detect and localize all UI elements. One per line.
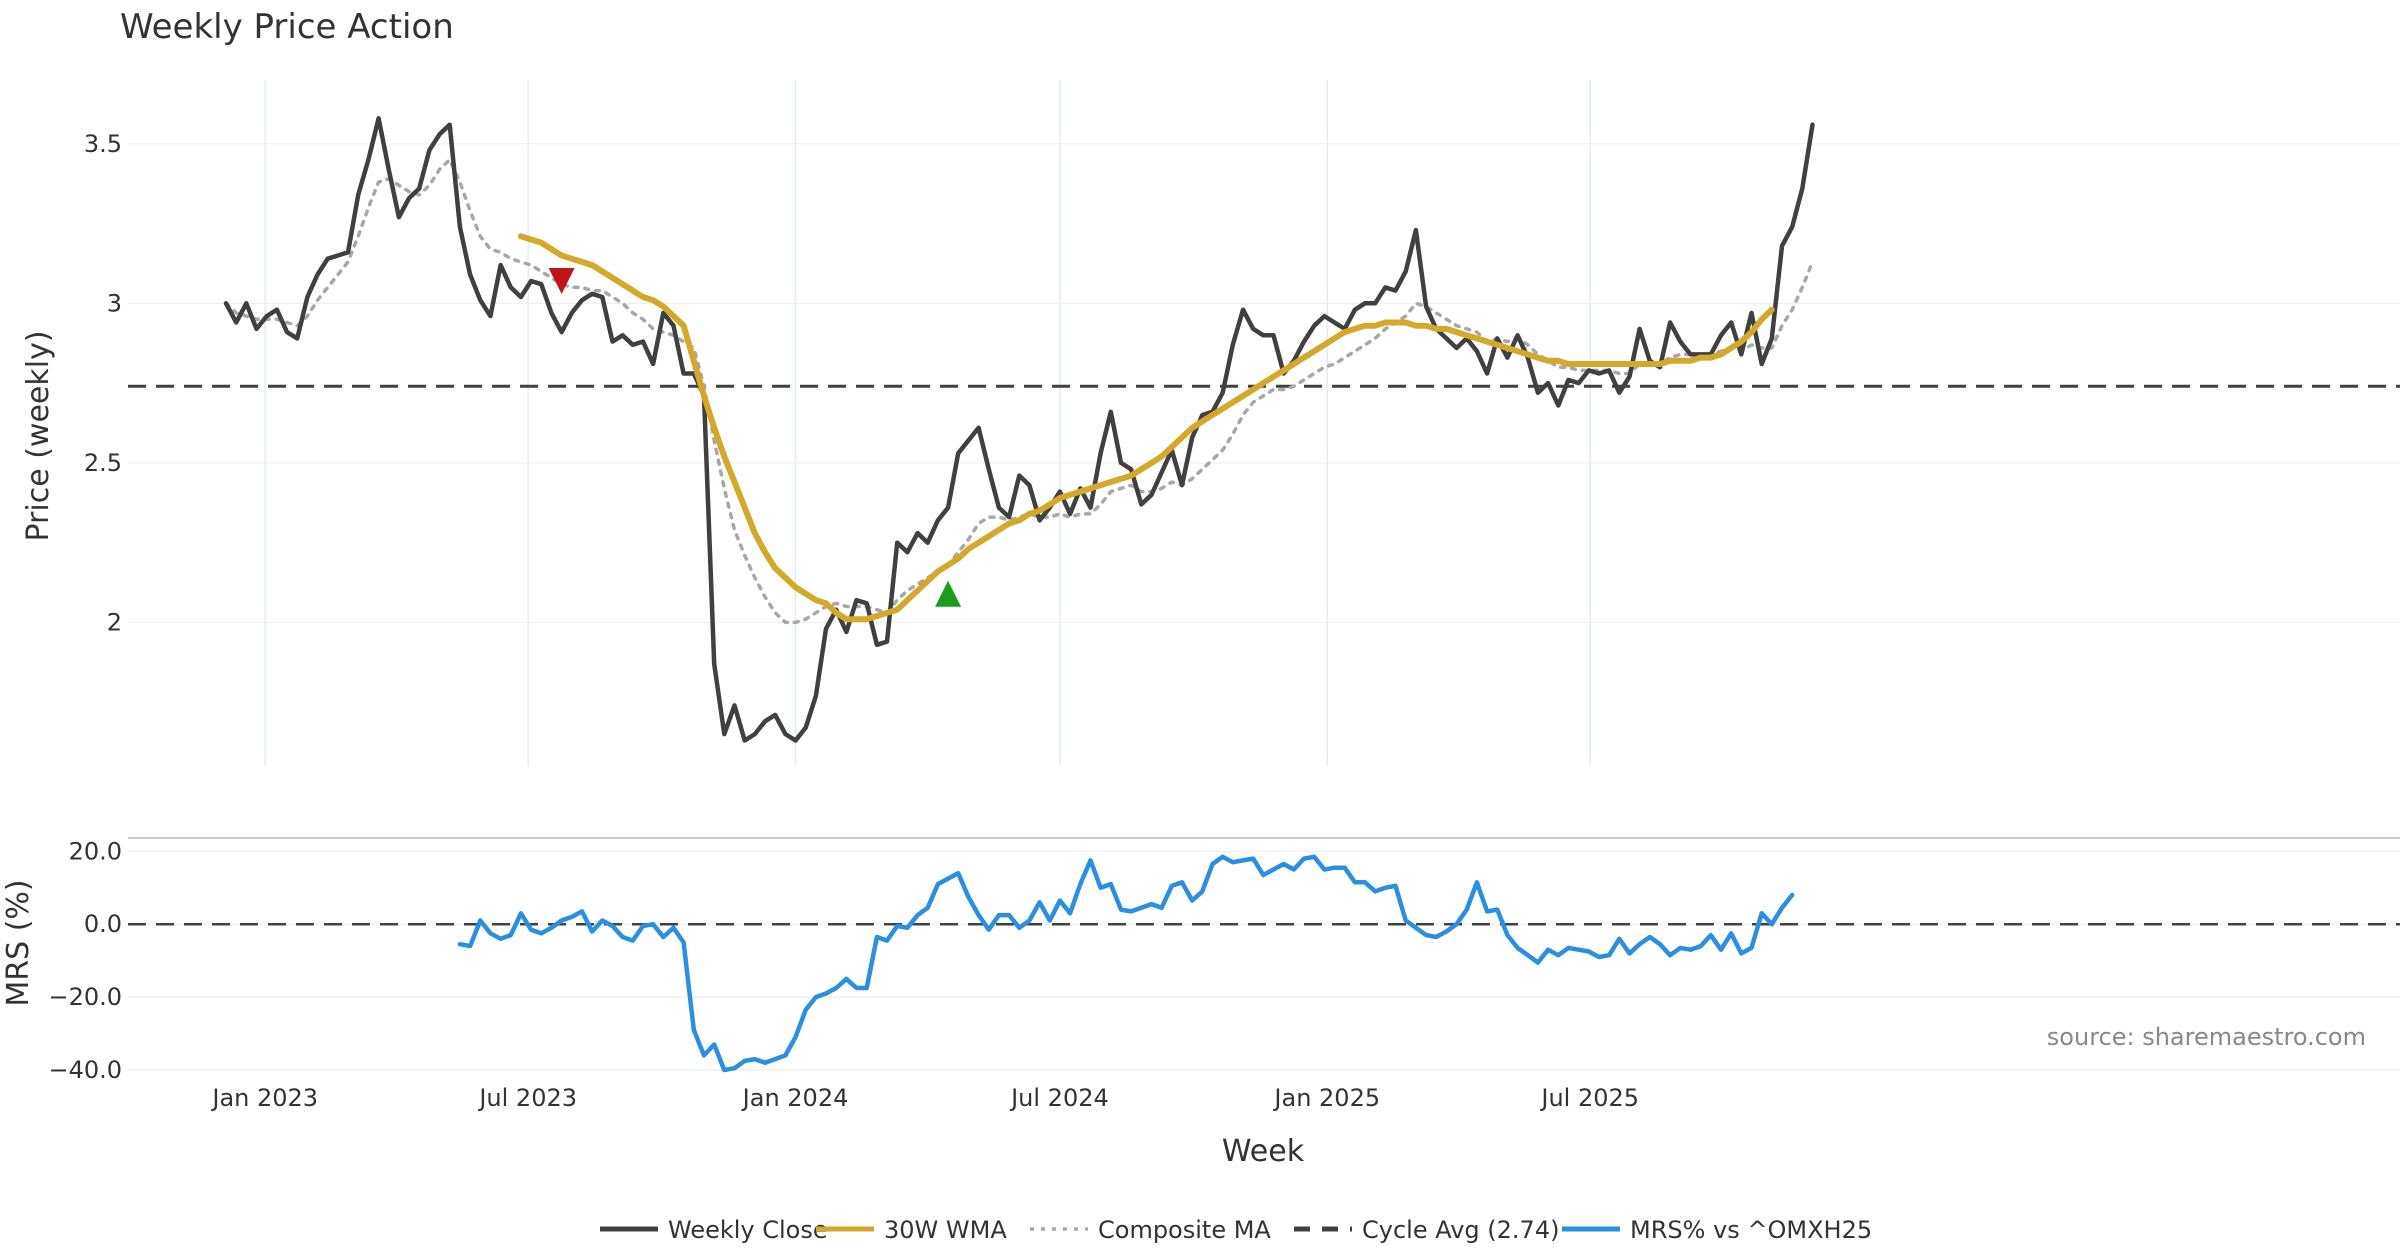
source-label: source: sharemaestro.com bbox=[2047, 1023, 2366, 1051]
x-axis-ticks: Jan 2023 Jul 2023 Jan 2024 Jul 2024 Jan 2025… bbox=[210, 1084, 1639, 1112]
legend-label-composite-ma: Composite MA bbox=[1098, 1216, 1271, 1244]
legend-label-30w-wma: 30W WMA bbox=[884, 1216, 1007, 1244]
series-30w-wma bbox=[517, 233, 1775, 623]
bottom-panel-y-ticks: −40.0 −20.0 0.0 20.0 bbox=[48, 837, 122, 1084]
top-panel-series bbox=[128, 116, 2400, 743]
top-panel-grid bbox=[128, 80, 2400, 766]
top-panel-y-ticks: 2 2.5 3 3.5 bbox=[84, 130, 122, 637]
series-weekly-close bbox=[223, 116, 1815, 743]
buy-signal-marker bbox=[935, 580, 962, 607]
x-tick-1: Jul 2023 bbox=[477, 1084, 577, 1112]
legend-label-cycle-avg-2-74: Cycle Avg (2.74) bbox=[1362, 1216, 1559, 1244]
legend-label-mrs-vs-omxh25: MRS% vs ^OMXH25 bbox=[1630, 1216, 1872, 1244]
bottom-y-axis-title: MRS (%) bbox=[1, 879, 36, 1006]
bottom-y-tick-1: −20.0 bbox=[48, 983, 122, 1011]
chart-title: Weekly Price Action bbox=[120, 7, 454, 47]
sell-signal-marker bbox=[548, 268, 575, 295]
x-axis-title: Week bbox=[1222, 1134, 1305, 1169]
bottom-y-tick-2: 0.0 bbox=[84, 910, 122, 938]
top-y-tick-0: 2 bbox=[107, 608, 122, 636]
top-y-tick-2: 3 bbox=[107, 289, 122, 317]
top-y-axis-title: Price (weekly) bbox=[21, 330, 56, 541]
x-tick-2: Jan 2024 bbox=[741, 1084, 849, 1112]
x-tick-0: Jan 2023 bbox=[210, 1084, 318, 1112]
signal-markers bbox=[548, 268, 962, 607]
legend: Weekly Close 30W WMA Composite MA Cycle Avg… bbox=[600, 1216, 1872, 1244]
legend-label-weekly-close: Weekly Close bbox=[668, 1216, 828, 1244]
bottom-panel-series bbox=[128, 854, 2400, 1073]
bottom-y-tick-0: −40.0 bbox=[48, 1056, 122, 1084]
top-y-tick-3: 3.5 bbox=[84, 130, 122, 158]
x-tick-3: Jul 2024 bbox=[1009, 1084, 1109, 1112]
bottom-y-tick-3: 20.0 bbox=[69, 837, 122, 865]
series-mrs-vs-omxh25 bbox=[457, 854, 1795, 1073]
series-composite-ma bbox=[224, 158, 1815, 625]
x-tick-5: Jul 2025 bbox=[1539, 1084, 1639, 1112]
x-tick-4: Jan 2025 bbox=[1272, 1084, 1380, 1112]
top-y-tick-1: 2.5 bbox=[84, 449, 122, 477]
